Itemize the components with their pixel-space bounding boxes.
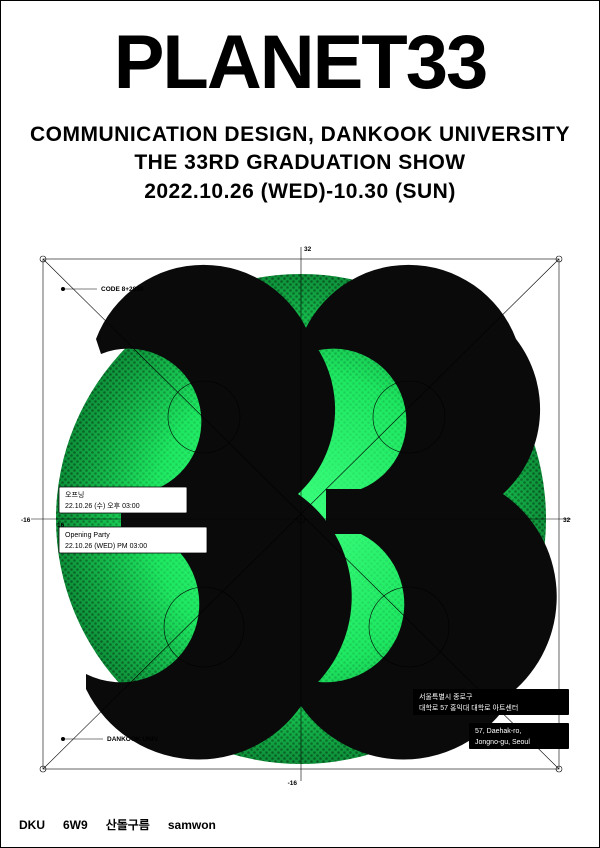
svg-text:DANKOOK UNIV.: DANKOOK UNIV.	[107, 736, 159, 743]
callout-opening-en: Opening Party 22.10.26 (WED) PM 03:00	[59, 527, 207, 553]
svg-text:Jongno-gu, Seoul: Jongno-gu, Seoul	[475, 739, 530, 746]
svg-text:22.10.26 (수) 오후 03:00: 22.10.26 (수) 오후 03:00	[65, 502, 140, 510]
poster-root: PLANET33 COMMUNICATION DESIGN, DANKOOK U…	[0, 0, 600, 848]
diagram-area: 32 32 -16 -16 CODE 8+2838 DANKOOK UNIV. …	[1, 229, 599, 789]
svg-text:CODE 8+2838: CODE 8+2838	[101, 286, 144, 293]
svg-text:57, Daehak-ro,: 57, Daehak-ro,	[475, 728, 521, 735]
sponsor-logo: 6W9	[63, 818, 88, 832]
sponsor-row: DKU 6W9 산돌구름 samwon	[19, 816, 216, 833]
sponsor-logo: samwon	[168, 818, 216, 832]
sponsor-logo: 산돌구름	[106, 816, 150, 833]
callout-address-en: 57, Daehak-ro, Jongno-gu, Seoul	[469, 723, 569, 749]
callout-opening-kr: 오프닝 22.10.26 (수) 오후 03:00	[59, 487, 187, 513]
subtitle-block: COMMUNICATION DESIGN, DANKOOK UNIVERSITY…	[1, 121, 599, 206]
axis-label-top: 32	[304, 246, 312, 253]
svg-text:대학로 57 홍익대 대학로 아트센터: 대학로 57 홍익대 대학로 아트센터	[419, 703, 518, 712]
svg-text:오프닝: 오프닝	[65, 490, 84, 499]
sponsor-logo: DKU	[19, 818, 45, 832]
svg-text:서울특별시 종로구: 서울특별시 종로구	[419, 692, 473, 701]
svg-text:22.10.26 (WED) PM 03:00: 22.10.26 (WED) PM 03:00	[65, 543, 147, 550]
subtitle-line-1: COMMUNICATION DESIGN, DANKOOK UNIVERSITY	[1, 121, 599, 149]
main-title: PLANET33	[1, 29, 599, 97]
diagram-svg: 32 32 -16 -16 CODE 8+2838 DANKOOK UNIV. …	[1, 229, 600, 789]
subtitle-line-2: THE 33RD GRADUATION SHOW	[1, 149, 599, 177]
code-label: CODE 8+2838	[61, 286, 144, 293]
axis-label-right: 32	[563, 517, 571, 524]
svg-text:Opening Party: Opening Party	[65, 532, 110, 539]
subtitle-line-3: 2022.10.26 (WED)-10.30 (SUN)	[1, 178, 599, 206]
callout-address-kr: 서울특별시 종로구 대학로 57 홍익대 대학로 아트센터	[413, 689, 569, 715]
axis-label-bottom: -16	[288, 780, 298, 787]
axis-label-left: -16	[21, 517, 31, 524]
